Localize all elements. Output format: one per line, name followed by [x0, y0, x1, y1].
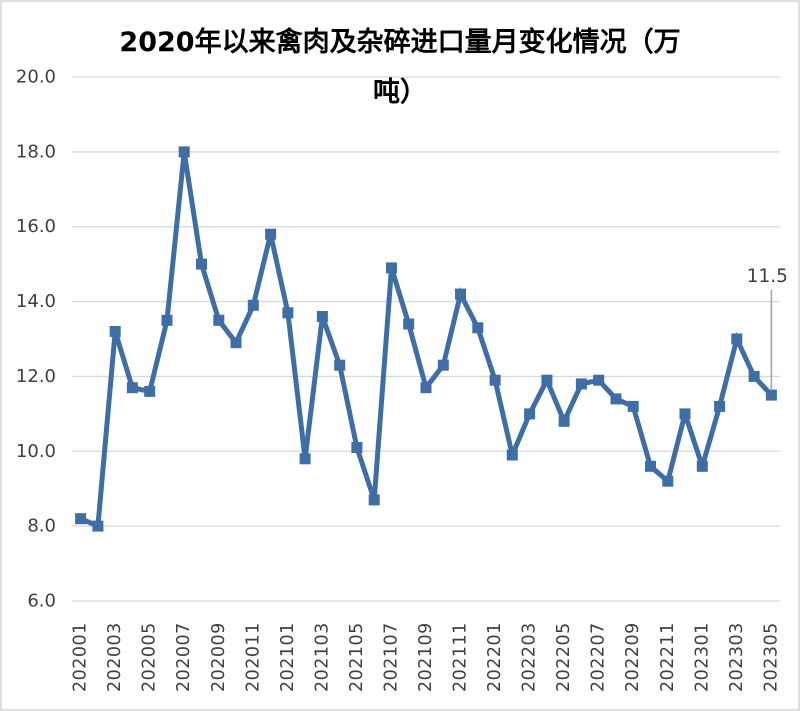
y-tick-label: 6.0	[27, 591, 56, 612]
data-point-marker	[161, 314, 173, 326]
data-point-marker	[627, 400, 639, 412]
data-point-marker	[558, 415, 570, 427]
x-tick-label: 202301	[692, 622, 712, 692]
x-tick-label: 202111	[451, 622, 471, 692]
y-tick-label: 10.0	[16, 441, 56, 462]
data-point-marker	[386, 262, 397, 274]
chart-title: 2020年以来禽肉及杂碎进口量月变化情况（万	[119, 26, 680, 58]
data-point-marker	[213, 314, 225, 326]
x-tick-label: 202109	[416, 622, 436, 692]
data-point-marker	[437, 359, 449, 371]
last-value-label: 11.5	[747, 266, 788, 287]
y-tick-label: 14.0	[16, 291, 56, 312]
y-tick-label: 16.0	[16, 216, 56, 237]
data-point-marker	[524, 408, 536, 420]
x-tick-label: 202007	[174, 622, 194, 692]
data-point-marker	[679, 408, 691, 420]
data-point-marker	[731, 333, 743, 345]
x-tick-label: 202009	[209, 622, 229, 692]
data-point-marker	[230, 337, 242, 349]
data-point-marker	[316, 311, 328, 322]
x-tick-label: 202001	[71, 622, 91, 692]
data-point-marker	[662, 475, 674, 487]
x-tick-label: 202205	[554, 622, 574, 692]
x-tick-label: 202207	[589, 622, 609, 692]
data-point-marker	[334, 359, 346, 371]
data-point-marker	[265, 228, 277, 240]
data-point-marker	[196, 258, 207, 270]
data-point-marker	[472, 322, 484, 334]
data-point-marker	[748, 370, 760, 382]
x-tick-label: 202103	[312, 622, 332, 692]
chart-title: 吨）	[373, 77, 427, 108]
y-tick-label: 8.0	[27, 516, 56, 537]
x-tick-label: 202305	[761, 622, 781, 692]
data-point-marker	[610, 393, 622, 405]
data-point-marker	[282, 307, 294, 319]
data-point-marker	[351, 442, 363, 453]
data-point-marker	[714, 400, 726, 412]
x-tick-label: 202101	[278, 622, 298, 692]
data-point-marker	[368, 494, 380, 506]
data-point-marker	[247, 299, 259, 311]
x-tick-label: 202003	[105, 622, 125, 692]
data-point-marker	[645, 460, 656, 472]
data-point-marker	[92, 520, 104, 532]
data-point-marker	[420, 382, 432, 394]
x-tick-label: 202201	[485, 622, 505, 692]
x-tick-label: 202105	[347, 622, 367, 692]
x-tick-label: 202209	[623, 622, 643, 692]
data-point-marker	[403, 318, 415, 330]
data-point-marker	[696, 460, 708, 472]
x-tick-label: 202303	[727, 622, 747, 692]
data-point-marker	[126, 382, 138, 394]
data-point-marker	[593, 374, 605, 386]
data-point-marker	[299, 453, 311, 465]
data-point-marker	[75, 513, 87, 525]
x-tick-label: 202211	[658, 622, 678, 692]
data-point-marker	[541, 374, 553, 386]
data-point-marker	[575, 378, 587, 390]
data-point-marker	[489, 374, 501, 386]
y-tick-label: 18.0	[16, 141, 56, 162]
data-point-marker	[506, 449, 518, 461]
data-point-marker	[109, 326, 121, 337]
data-point-marker	[765, 389, 777, 401]
x-tick-label: 202005	[140, 622, 160, 692]
y-tick-label: 12.0	[16, 366, 56, 387]
x-tick-label: 202011	[243, 622, 263, 692]
x-tick-label: 202203	[520, 622, 540, 692]
data-point-marker	[178, 146, 190, 158]
data-point-marker	[144, 385, 156, 397]
y-tick-label: 20.0	[16, 67, 56, 88]
x-tick-label: 202107	[381, 622, 401, 692]
data-point-marker	[455, 288, 466, 300]
